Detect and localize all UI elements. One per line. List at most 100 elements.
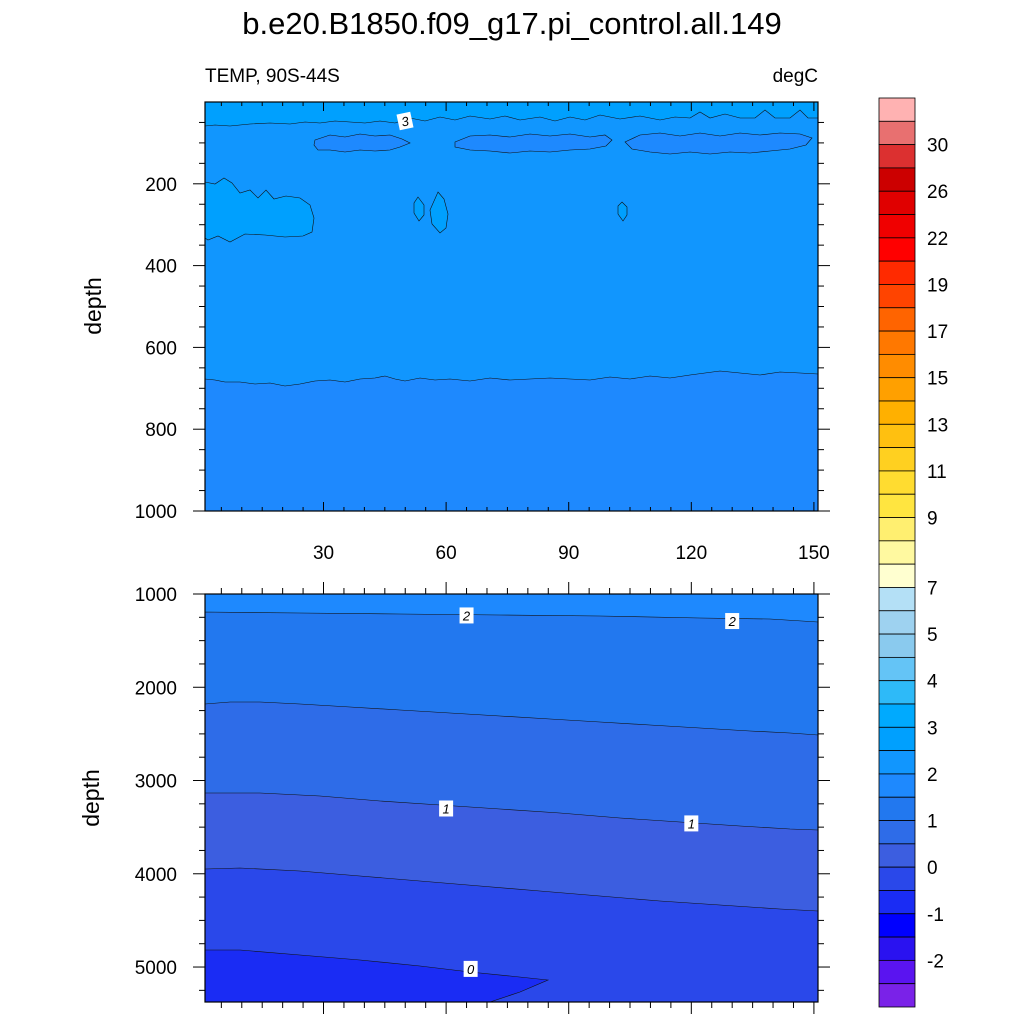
contour-label-box (459, 607, 474, 624)
colorbar-swatch (878, 959, 916, 985)
colorbar-swatch (878, 540, 916, 565)
colorbar-label: 3 (927, 718, 938, 739)
colorbar-swatch (878, 214, 916, 239)
contour-label: 1 (442, 801, 449, 816)
contour-label-box (439, 800, 454, 817)
colorbar-swatch (878, 633, 916, 658)
contour-label-box (684, 815, 699, 832)
upper-band-2-2.5-patch-c (624, 132, 813, 155)
colorbar-swatch (878, 563, 916, 588)
colorbar-label: 13 (927, 415, 948, 436)
upper-y-axis-label: depth (80, 277, 106, 335)
colorbar-label: 15 (927, 369, 948, 390)
colorbar-swatch (878, 237, 916, 262)
lower-plot-frame (204, 593, 819, 1003)
upper-axes: 30 60 90 120 150 200 400 600 800 1000 (135, 102, 830, 564)
lower-panel: 2 2 1 1 0 1000 2000 3000 4000 5000 depth (78, 582, 830, 1014)
chart-title: b.e20.B1850.f09_g17.pi_control.all.149 (242, 6, 782, 41)
lower-contour-fill (205, 594, 818, 1002)
colorbar-label: 5 (927, 625, 938, 646)
colorbar-swatch (878, 773, 916, 798)
contour-label: 2 (728, 614, 737, 629)
colorbar-swatch (878, 517, 916, 542)
colorbar-swatch (878, 284, 916, 309)
colorbar-label: -1 (927, 905, 944, 926)
colorbar-swatch (878, 120, 916, 146)
contour-label-box (725, 613, 740, 630)
right-subtitle: degC (773, 66, 818, 87)
colorbar-swatch (878, 447, 916, 472)
colorbar-label: 7 (927, 578, 938, 599)
contour-label: 1 (688, 816, 695, 831)
left-subtitle: TEMP, 90S-44S (205, 66, 340, 87)
y-tick-label: 400 (145, 257, 177, 278)
y-tick-label: 2000 (135, 678, 177, 699)
x-tick-label: 120 (675, 543, 707, 564)
y-tick-label: 3000 (135, 772, 177, 793)
y-tick-label: 200 (145, 175, 177, 196)
colorbar: 30 26 22 19 17 15 13 11 9 7 5 4 3 2 1 0 -1 -2 (878, 97, 948, 1008)
y-tick-label: 5000 (135, 958, 177, 979)
upper-contour-fill (205, 102, 818, 511)
contour-label: 3 (400, 113, 411, 129)
colorbar-swatch (878, 820, 916, 845)
colorbar-swatch (878, 190, 916, 215)
colorbar-swatch (878, 587, 916, 612)
y-tick-label: 1000 (135, 585, 177, 606)
colorbar-swatch (878, 167, 916, 192)
colorbar-label: 19 (927, 275, 948, 296)
lower-axes: 1000 2000 3000 4000 5000 (135, 582, 830, 1014)
upper-band-3-3.5-pocket-b (429, 191, 449, 234)
y-tick-label: 600 (145, 338, 177, 359)
upper-panel: 3 30 60 90 120 150 200 400 600 800 1000 depth (80, 101, 830, 564)
colorbar-swatch (878, 656, 916, 682)
upper-contour-labels: 3 (396, 111, 414, 131)
colorbar-swatch (878, 423, 916, 449)
colorbar-label: 2 (927, 765, 938, 786)
colorbar-swatch (878, 866, 916, 891)
colorbar-label: 22 (927, 229, 948, 250)
upper-band-3-3.5-pocket-c (413, 196, 425, 222)
colorbar-swatch (878, 470, 916, 495)
contour-label: 0 (467, 962, 475, 977)
contour-label-box (396, 111, 414, 131)
colorbar-label: 30 (927, 136, 948, 157)
colorbar-label: 9 (927, 509, 938, 530)
colorbar-swatch (878, 796, 916, 821)
colorbar-label: 1 (927, 812, 938, 833)
colorbar-swatch (878, 307, 916, 332)
colorbar-swatch (878, 610, 916, 635)
y-tick-label: 1000 (135, 502, 177, 523)
colorbar-swatch (878, 936, 916, 961)
x-tick-label: 30 (313, 543, 334, 564)
colorbar-swatch (878, 703, 916, 728)
x-tick-label: 150 (798, 543, 830, 564)
colorbar-swatch (878, 680, 916, 705)
y-tick-label: 4000 (135, 865, 177, 886)
colorbar-swatch (878, 493, 916, 518)
contour-label-box (463, 960, 478, 977)
colorbar-label: 4 (927, 672, 938, 693)
colorbar-swatch (878, 377, 916, 402)
colorbar-swatch (878, 97, 916, 122)
colorbar-swatch (878, 983, 916, 1008)
colorbar-label: 11 (927, 462, 947, 483)
colorbar-swatch (878, 913, 916, 938)
colorbar-label: 17 (927, 322, 948, 343)
contour-label: 2 (462, 608, 471, 623)
colorbar-swatch (878, 260, 916, 285)
colorbar-swatch (878, 330, 916, 355)
upper-band-3-3.5-pocket-d (617, 201, 628, 222)
colorbar-swatch (878, 400, 916, 425)
upper-band-2-2.5-patch-b (454, 133, 613, 154)
colorbar-swatch (878, 843, 916, 868)
x-tick-label: 90 (558, 543, 579, 564)
lower-y-axis-label: depth (78, 769, 104, 827)
upper-band-2-2.5-patch-a (313, 133, 411, 153)
y-tick-label: 800 (145, 420, 177, 441)
colorbar-swatch (878, 890, 916, 915)
upper-band-2-2.5-deep (205, 370, 818, 511)
colorbar-label: 0 (927, 858, 938, 879)
lower-band-neg0.5-0 (205, 949, 550, 1002)
